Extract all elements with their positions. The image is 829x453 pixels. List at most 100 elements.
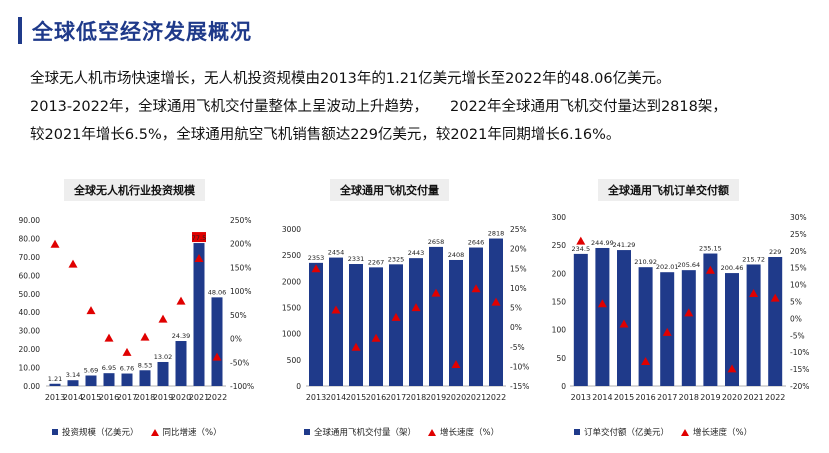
bar <box>103 373 115 386</box>
data-label: 2331 <box>348 255 365 263</box>
y2-tick-label: -5% <box>790 331 805 340</box>
bar <box>211 297 223 386</box>
bar <box>595 247 610 386</box>
bar <box>429 246 443 386</box>
y-tick-label: 20.00 <box>19 345 41 354</box>
growth-marker <box>662 327 672 336</box>
growth-marker <box>705 265 715 274</box>
y2-tick-label: 25% <box>790 230 807 239</box>
y2-tick-label: 25% <box>510 225 527 234</box>
y2-tick-label: 5% <box>510 304 522 313</box>
growth-marker <box>411 303 421 312</box>
x-tick-label: 2018 <box>135 393 155 402</box>
data-label: 2353 <box>308 254 325 262</box>
x-tick-label: 2017 <box>117 393 137 402</box>
data-label: 2818 <box>488 230 505 238</box>
legend-bar-swatch <box>304 429 310 435</box>
growth-marker <box>68 259 78 268</box>
bar <box>681 270 696 386</box>
data-label: 202.01 <box>656 263 679 271</box>
summary-paragraph-3: 较2021年增长6.5%，全球通用航空飞机销售额达229亿美元，较2021年同期… <box>30 127 621 143</box>
y2-tick-label: 15% <box>510 264 527 273</box>
data-label: 200.46 <box>721 264 744 272</box>
y-tick-label: 300 <box>552 213 567 222</box>
growth-marker <box>641 356 651 365</box>
growth-marker <box>158 314 168 323</box>
legend-bar-swatch <box>574 429 580 435</box>
growth-marker <box>619 319 629 328</box>
y2-tick-label: -15% <box>510 382 529 391</box>
x-tick-label: 2021 <box>189 393 209 402</box>
legend-bar-label: 订单交付额（亿美元） <box>584 428 670 438</box>
chart-aircraft-deliveries: 全球通用飞机交付量 0 500 1000 1500 2000 2500 3000 -15% -1… <box>274 172 536 442</box>
y2-tick-label: -100% <box>230 382 254 391</box>
y-tick-label: 500 <box>287 356 302 365</box>
y-tick-label: 30.00 <box>19 327 41 336</box>
y2-tick-label: -10% <box>510 362 529 371</box>
data-label: 2454 <box>328 249 345 257</box>
x-tick-label: 2014 <box>326 393 346 402</box>
data-label: 13.02 <box>154 353 173 361</box>
growth-marker <box>140 332 150 341</box>
chart-plot: 0 500 1000 1500 2000 2500 3000 -15% -10% -5% 0% 5% 1… <box>282 225 529 402</box>
data-label: 2325 <box>388 255 405 263</box>
bar <box>369 267 383 386</box>
growth-marker <box>194 253 204 262</box>
y2-tick-label: 250% <box>230 216 251 225</box>
bar <box>449 259 463 386</box>
x-tick-label: 2014 <box>592 393 612 402</box>
bar <box>768 256 783 386</box>
y-tick-label: 70.00 <box>19 253 41 262</box>
chart-title: 全球通用飞机交付量 <box>330 179 449 201</box>
growth-marker <box>176 296 186 305</box>
y2-tick-label: 200% <box>230 240 251 249</box>
growth-marker <box>122 347 132 356</box>
y-tick-label: 10.00 <box>19 364 41 373</box>
growth-marker <box>471 284 481 293</box>
x-tick-label: 2016 <box>99 393 119 402</box>
y2-tick-label: 50% <box>230 311 247 320</box>
y2-tick-label: 0% <box>510 323 522 332</box>
x-tick-label: 2021 <box>466 393 486 402</box>
bar <box>329 257 343 386</box>
growth-marker <box>86 306 96 315</box>
summary-paragraph-1: 全球无人机市场快速增长，无人机投资规模由2013年的1.21亿美元增长至2022… <box>30 71 671 87</box>
legend-marker-swatch <box>150 428 159 436</box>
data-label: 2408 <box>448 251 465 259</box>
x-tick-label: 2019 <box>700 393 720 402</box>
title-accent-bar <box>18 17 22 44</box>
bar <box>157 361 169 386</box>
chart-legend: 投资规模（亿美元） 同比增速（%） <box>52 426 222 438</box>
y-tick-label: 3000 <box>282 225 301 234</box>
y2-tick-label: -10% <box>790 348 809 357</box>
y2-tick-label: 10% <box>510 284 527 293</box>
bar <box>703 253 718 386</box>
y-tick-label: 1500 <box>282 304 301 313</box>
data-label: 77.5 <box>192 234 206 242</box>
x-tick-label: 2018 <box>679 393 699 402</box>
y2-tick-label: 15% <box>790 264 807 273</box>
bar <box>121 373 133 386</box>
growth-marker <box>727 364 737 373</box>
legend-marker-label: 增长速度（%） <box>693 428 753 438</box>
data-label: 205.64 <box>677 261 700 269</box>
y-tick-label: 100 <box>552 326 567 335</box>
y-tick-label: 1000 <box>282 330 301 339</box>
data-label-highlight <box>192 232 206 243</box>
bar <box>389 264 403 386</box>
x-tick-label: 2019 <box>426 393 446 402</box>
bar <box>85 375 97 386</box>
legend-bar-swatch <box>52 429 58 435</box>
data-label: 1.21 <box>48 375 62 383</box>
y-tick-label: 0.00 <box>23 382 40 391</box>
y-tick-label: 60.00 <box>19 271 41 280</box>
y-tick-label: 40.00 <box>19 308 41 317</box>
x-tick-label: 2017 <box>657 393 677 402</box>
x-tick-label: 2016 <box>366 393 386 402</box>
data-label: 2267 <box>368 258 385 266</box>
data-label: 244.99 <box>591 239 614 247</box>
x-tick-label: 2016 <box>635 393 655 402</box>
x-tick-label: 2020 <box>171 393 191 402</box>
growth-marker <box>684 308 694 317</box>
y-tick-label: 0 <box>296 382 301 391</box>
